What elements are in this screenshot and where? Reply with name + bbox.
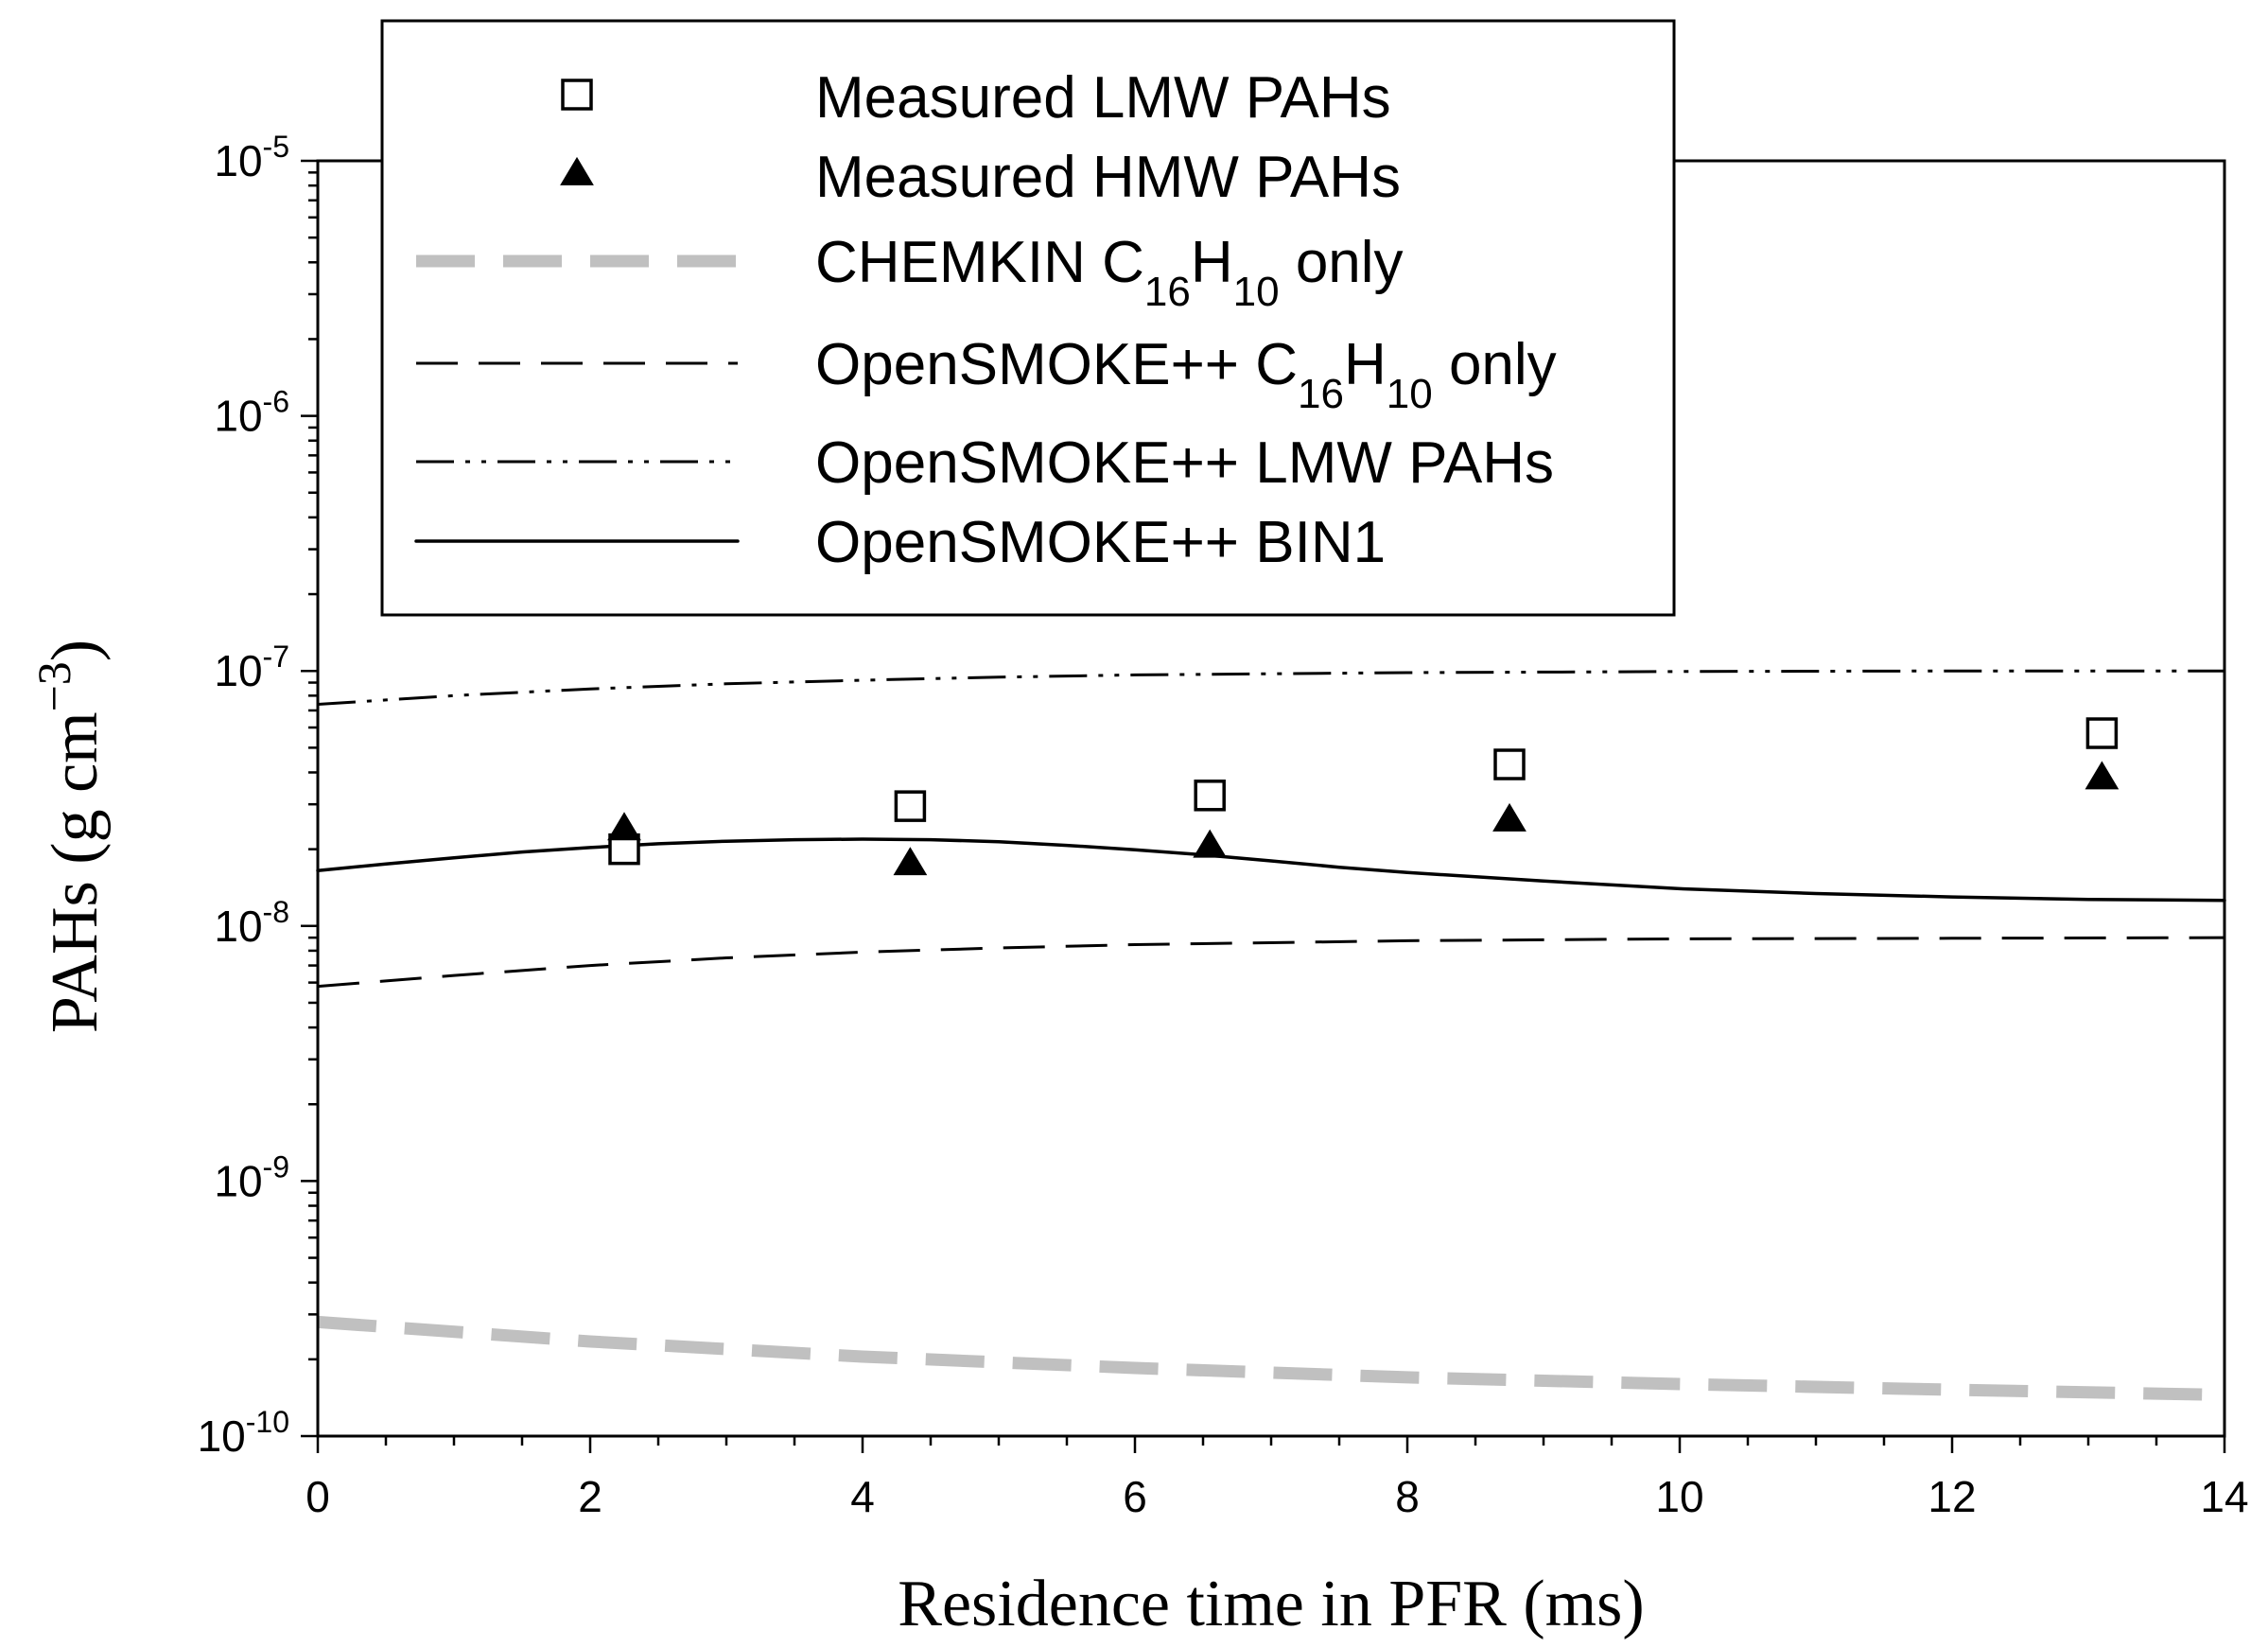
series-1-point-0 xyxy=(607,812,641,841)
x-tick-label: 10 xyxy=(1655,1472,1703,1521)
y-tick-label-exponent: -10 xyxy=(246,1405,289,1439)
y-tick-label-exponent: -9 xyxy=(263,1149,289,1183)
legend-item-5-label: OpenSMOKE++ BIN1 xyxy=(815,510,1386,575)
series-1-point-3 xyxy=(1492,802,1527,832)
y-axis-title-superscript: −3 xyxy=(27,661,80,711)
legend-subscript: 10 xyxy=(1387,371,1433,417)
x-tick-label: 14 xyxy=(2200,1472,2248,1521)
legend-label-part: OpenSMOKE++ C xyxy=(815,332,1298,397)
y-tick-label-base: 10 xyxy=(214,136,262,185)
legend-item-2-label: CHEMKIN C16H10 only xyxy=(815,230,1404,315)
x-tick-label: 0 xyxy=(305,1472,330,1521)
series-1-point-2 xyxy=(1193,829,1228,858)
series-0-point-4 xyxy=(2085,717,2119,749)
y-axis-title-close: ) xyxy=(39,640,112,661)
y-tick-label-exponent: -5 xyxy=(263,130,289,164)
marker-layer xyxy=(607,717,2120,876)
y-tick-label: 10-6 xyxy=(214,385,289,441)
x-tick-label: 4 xyxy=(850,1472,875,1521)
y-tick-label: 10-5 xyxy=(214,130,289,185)
series-5-line xyxy=(316,837,2226,903)
y-tick-label-exponent: -6 xyxy=(263,385,289,419)
legend-item-0: Measured LMW PAHs xyxy=(561,65,1391,131)
series-0-point-2 xyxy=(1194,780,1226,812)
y-tick-label-base: 10 xyxy=(214,646,262,695)
y-tick-label: 10-7 xyxy=(214,640,289,695)
x-axis-ticks xyxy=(316,1436,2226,1453)
legend-item-3: OpenSMOKE++ C16H10 only xyxy=(416,332,1557,417)
series-3-line xyxy=(317,936,2225,989)
series-4-line xyxy=(317,669,2224,706)
y-tick-label: 10-9 xyxy=(214,1149,289,1205)
legend-item-0-label: Measured LMW PAHs xyxy=(815,65,1391,131)
legend-box xyxy=(380,19,1676,617)
y-tick-label-base: 10 xyxy=(214,1156,262,1205)
y-tick-label-exponent: -7 xyxy=(263,640,289,674)
x-tick-label: 8 xyxy=(1395,1472,1420,1521)
series-0-point-1 xyxy=(894,790,927,822)
y-axis-title-main: PAHs (g cm xyxy=(39,711,112,1033)
legend-items: Measured LMW PAHs Measured HMW PAHs CHEMKI… xyxy=(414,65,1557,575)
legend-item-2: CHEMKIN C16H10 only xyxy=(416,230,1404,315)
legend: Measured LMW PAHs Measured HMW PAHs CHEMKI… xyxy=(380,19,1676,617)
y-tick-label: 10-10 xyxy=(198,1405,289,1461)
x-axis-title: Residence time in PFR (ms) xyxy=(898,1568,1644,1640)
legend-item-4-label: OpenSMOKE++ LMW PAHs xyxy=(815,430,1554,496)
legend-item-4: OpenSMOKE++ LMW PAHs xyxy=(416,430,1554,496)
legend-label-part: only xyxy=(1280,230,1404,295)
legend-label-part: H xyxy=(1191,230,1233,295)
x-axis-tick-labels: 0 2 4 6 8 10 12 14 xyxy=(305,1472,2248,1521)
series-layer xyxy=(316,669,2226,1401)
y-tick-label: 10-8 xyxy=(214,895,289,951)
legend-subscript: 16 xyxy=(1144,269,1191,315)
legend-label-part: H xyxy=(1344,332,1387,397)
legend-item-5: OpenSMOKE++ BIN1 xyxy=(414,510,1386,575)
y-tick-label-base: 10 xyxy=(214,902,262,951)
legend-subscript: 10 xyxy=(1233,269,1280,315)
y-axis-ticks xyxy=(301,159,318,1438)
series-2-line xyxy=(317,1315,2225,1401)
series-1-point-4 xyxy=(2085,761,2120,790)
legend-label-part: CHEMKIN C xyxy=(815,230,1144,295)
legend-item-1-marker xyxy=(560,156,594,185)
legend-subscript: 16 xyxy=(1298,371,1344,417)
x-tick-label: 12 xyxy=(1928,1472,1976,1521)
legend-item-3-label: OpenSMOKE++ C16H10 only xyxy=(815,332,1557,417)
x-tick-label: 6 xyxy=(1123,1472,1147,1521)
series-0-point-3 xyxy=(1493,748,1526,780)
y-axis-title: PAHs (g cm−3) xyxy=(27,640,112,1033)
y-tick-label-base: 10 xyxy=(214,392,262,441)
legend-item-0-marker xyxy=(561,79,593,111)
y-tick-label-base: 10 xyxy=(198,1411,246,1461)
x-tick-label: 2 xyxy=(578,1472,602,1521)
legend-item-1-label: Measured HMW PAHs xyxy=(815,145,1401,210)
legend-item-1: Measured HMW PAHs xyxy=(560,145,1401,210)
series-1-point-1 xyxy=(893,847,928,876)
legend-label-part: only xyxy=(1433,332,1557,397)
y-tick-label-exponent: -8 xyxy=(263,895,289,929)
